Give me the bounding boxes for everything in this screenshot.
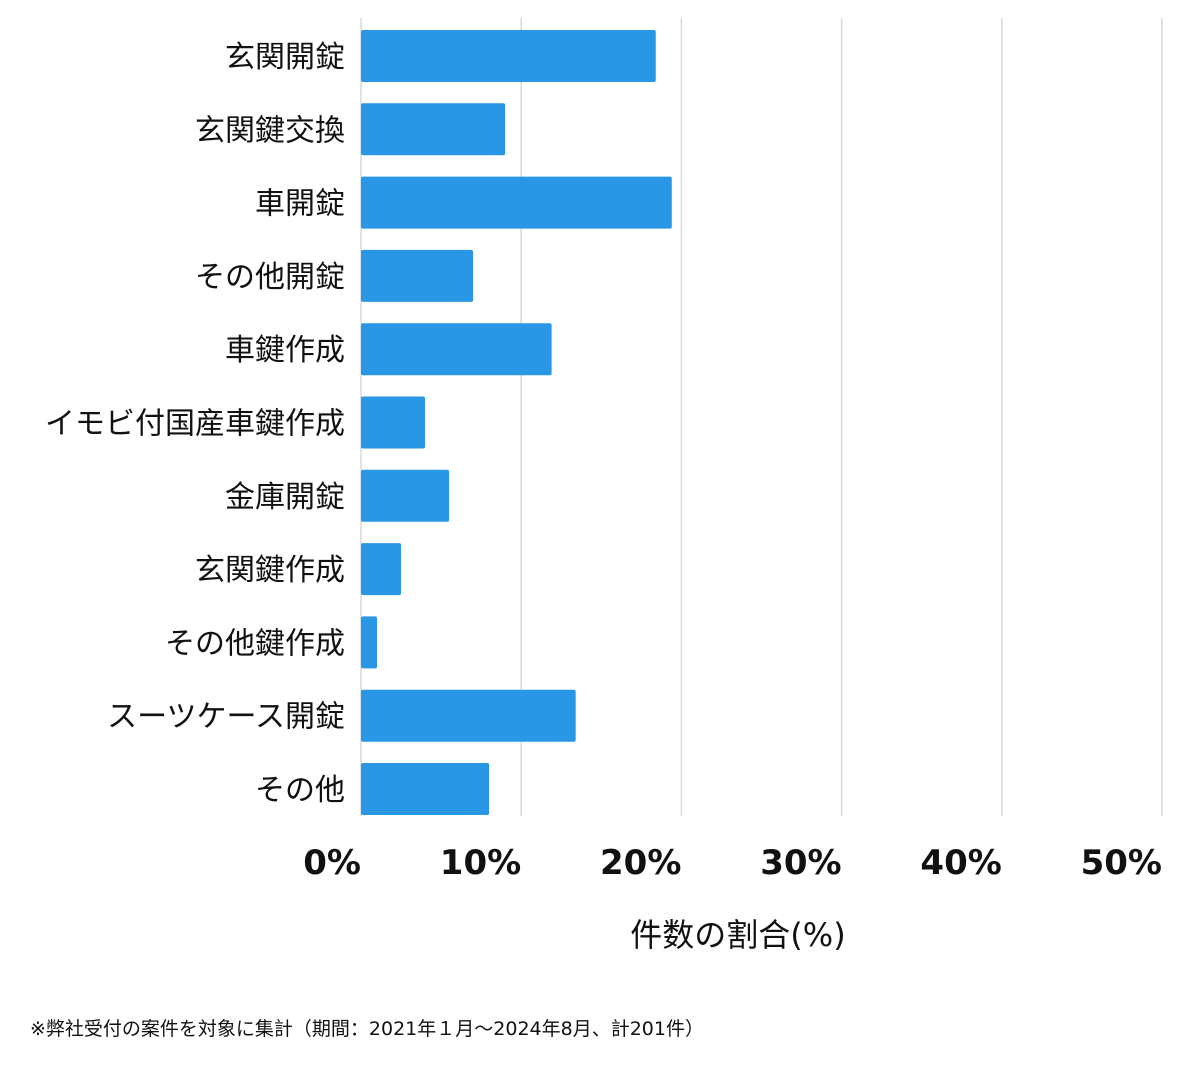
x-tick-label: 50% <box>1081 843 1162 883</box>
bar <box>361 30 656 82</box>
category-label: その他 <box>255 773 345 808</box>
x-axis-label: 件数の割合(%) <box>630 916 845 954</box>
bar <box>361 176 672 229</box>
footnote: ※弊社受付の案件を対象に集計（期間：2021年１月～2024年8月、計201件） <box>30 1018 704 1040</box>
category-label: 玄関鍵作成 <box>195 553 345 588</box>
bar <box>361 323 552 376</box>
x-tick-label: 0% <box>303 843 361 883</box>
grid-lines <box>360 18 1163 816</box>
bar <box>361 249 474 302</box>
bar <box>361 103 506 156</box>
bar <box>361 689 576 742</box>
category-label: その他鍵作成 <box>165 626 345 661</box>
bar <box>361 763 490 815</box>
x-tick-label: 10% <box>440 843 521 883</box>
category-label: 車開錠 <box>255 187 345 222</box>
category-label: スーツケース開錠 <box>107 700 345 735</box>
category-label: イモビ付国産車鍵作成 <box>45 407 345 442</box>
bar <box>361 543 402 596</box>
bar-chart: 玄関開錠玄関鍵交換車開錠その他開錠車鍵作成イモビ付国産車鍵作成金庫開錠玄関鍵作成… <box>45 18 1163 954</box>
x-tick-label: 20% <box>600 843 681 883</box>
category-label: 玄関開錠 <box>225 40 345 75</box>
category-label: その他開錠 <box>195 260 345 295</box>
x-tick-label: 40% <box>920 843 1001 883</box>
bars <box>361 30 672 815</box>
category-label: 車鍵作成 <box>225 333 345 368</box>
bar <box>361 396 426 449</box>
category-labels: 玄関開錠玄関鍵交換車開錠その他開錠車鍵作成イモビ付国産車鍵作成金庫開錠玄関鍵作成… <box>45 40 345 808</box>
x-tick-labels: 0% 10% 20% 30% 40% 50% <box>303 843 1162 883</box>
category-label: 金庫開錠 <box>225 480 345 515</box>
x-tick-label: 30% <box>760 843 841 883</box>
category-label: 玄関鍵交換 <box>195 113 345 148</box>
bar <box>361 616 378 669</box>
bar <box>361 469 450 522</box>
